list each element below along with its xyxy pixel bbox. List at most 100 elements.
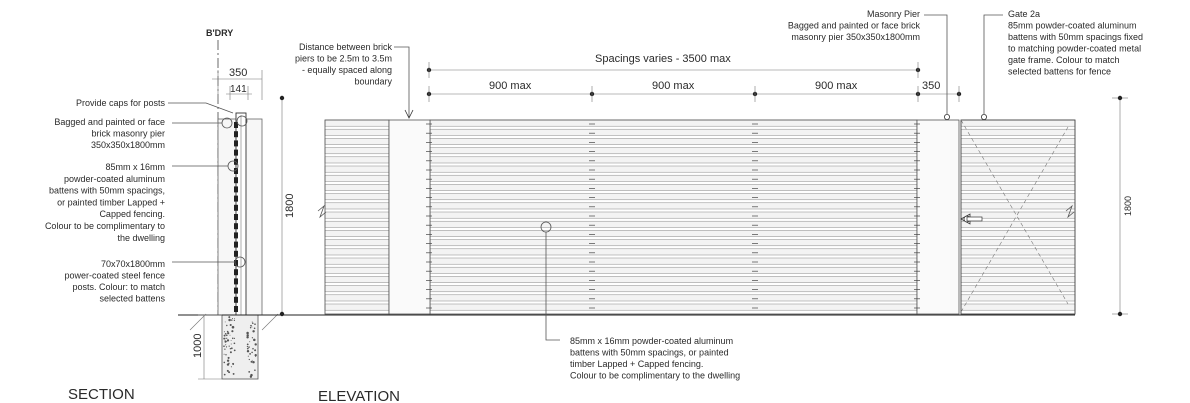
elevation-view: 1800 Spacings varies - 3500 max 900 max …: [258, 9, 1143, 403]
note-masonry-pier-line: Masonry Pier: [867, 9, 920, 19]
note-elevation-battens-line: Colour to be complimentary to the dwelli…: [570, 371, 740, 381]
batten: [960, 138, 1076, 145]
note-battens: 85mm x 16mm powder-coated aluminum battens…: [45, 162, 165, 243]
batten: [324, 156, 390, 164]
batten: [429, 128, 918, 136]
batten: [960, 202, 1076, 210]
batten: [429, 276, 918, 283]
footing-concrete: [223, 316, 257, 378]
batten: [324, 184, 390, 191]
section-batten: [234, 232, 238, 239]
section-batten: [234, 186, 238, 193]
note-battens-line: or painted timber Lapped +: [57, 197, 165, 207]
batten: [324, 248, 390, 256]
batten: [324, 165, 390, 173]
note-gate: Gate 2a 85mm powder-coated aluminum batten…: [1008, 9, 1143, 77]
batten: [960, 294, 1076, 302]
note-gate-line: Gate 2a: [1008, 9, 1040, 19]
note-masonry-pier-line: masonry pier 350x350x1800mm: [791, 32, 920, 42]
note-elevation-battens-line: 85mm x 16mm powder-coated aluminum: [570, 336, 733, 346]
batten: [960, 220, 1076, 228]
batten: [429, 165, 918, 173]
section-batten: [234, 250, 238, 257]
note-gate-line: gate frame. Colour to match: [1008, 55, 1120, 65]
batten: [324, 147, 390, 155]
batten: [324, 193, 390, 201]
section-batten: [234, 278, 238, 285]
section-batten: [234, 241, 238, 248]
batten: [324, 174, 390, 182]
batten: [429, 147, 918, 155]
note-battens-line: 85mm x 16mm: [105, 162, 165, 172]
batten: [960, 147, 1076, 155]
note-pier-distance-line: boundary: [354, 77, 392, 87]
note-gate-line: to matching powder-coated metal: [1008, 44, 1141, 54]
dim-height-left: 1800: [284, 194, 296, 218]
batten: [324, 303, 390, 311]
section-footing: [221, 314, 259, 380]
batten: [960, 239, 1076, 247]
section-batten: [234, 296, 238, 303]
note-pier-distance-line: Distance between brick: [299, 42, 393, 52]
batten: [324, 276, 390, 283]
section-batten: [234, 177, 238, 184]
elevation-notes: Distance between brick piers to be 2.5m t…: [295, 9, 1143, 381]
batten: [960, 119, 1076, 127]
note-gate-line: 85mm powder-coated aluminum: [1008, 21, 1137, 31]
note-battens-line: powder-coated aluminum: [64, 174, 165, 184]
batten: [960, 156, 1076, 164]
batten: [429, 285, 918, 293]
batten: [429, 303, 918, 311]
batten: [429, 230, 918, 237]
bay-label-3: 900 max: [815, 80, 858, 92]
batten: [324, 285, 390, 293]
batten: [324, 266, 390, 274]
masonry-pier-left: [388, 119, 431, 315]
batten: [324, 257, 390, 265]
note-pier-distance-line: piers to be 2.5m to 3.5m: [295, 54, 392, 64]
batten: [429, 266, 918, 274]
section-batten: [234, 260, 238, 266]
fence-panels: [324, 119, 1076, 315]
batten: [429, 174, 918, 182]
batten: [324, 138, 390, 145]
note-battens-line: battens with 50mm spacings,: [49, 186, 165, 196]
batten: [429, 119, 918, 127]
batten: [960, 174, 1076, 182]
spacing-dimension: Spacings varies - 3500 max: [426, 53, 921, 78]
batten: [429, 220, 918, 228]
batten: [960, 128, 1076, 136]
batten: [960, 276, 1076, 283]
batten: [324, 230, 390, 237]
section-batten: [234, 131, 238, 138]
batten: [960, 230, 1076, 237]
note-posts-line: selected battens: [99, 294, 165, 304]
section-batten: [234, 214, 238, 220]
note-gate-line: selected battens for fence: [1008, 67, 1111, 77]
batten: [960, 303, 1076, 311]
section-notes: Provide caps for posts Bagged and painted…: [45, 98, 166, 304]
batten: [960, 165, 1076, 173]
batten: [960, 184, 1076, 191]
note-pier-line: Bagged and painted or face: [54, 117, 165, 127]
section-battens: [234, 122, 238, 312]
batten: [429, 248, 918, 256]
gate-swing-line: [960, 119, 1069, 305]
batten: [429, 184, 918, 191]
section-batten: [234, 195, 238, 202]
batten: [324, 202, 390, 210]
note-pier-line: brick masonry pier: [91, 129, 165, 139]
batten: [429, 239, 918, 247]
section-batten: [234, 168, 238, 174]
masonry-pier-right: [916, 119, 960, 315]
batten: [429, 211, 918, 219]
section-batten: [234, 223, 238, 230]
batten: [324, 220, 390, 228]
note-pier-distance: Distance between brick piers to be 2.5m t…: [295, 42, 393, 87]
note-pier-line: 350x350x1800mm: [91, 140, 165, 150]
section-batten: [234, 306, 238, 312]
section-batten: [234, 149, 238, 156]
batten: [960, 266, 1076, 274]
note-posts: 70x70x1800mm power-coated steel fence post…: [64, 259, 165, 304]
